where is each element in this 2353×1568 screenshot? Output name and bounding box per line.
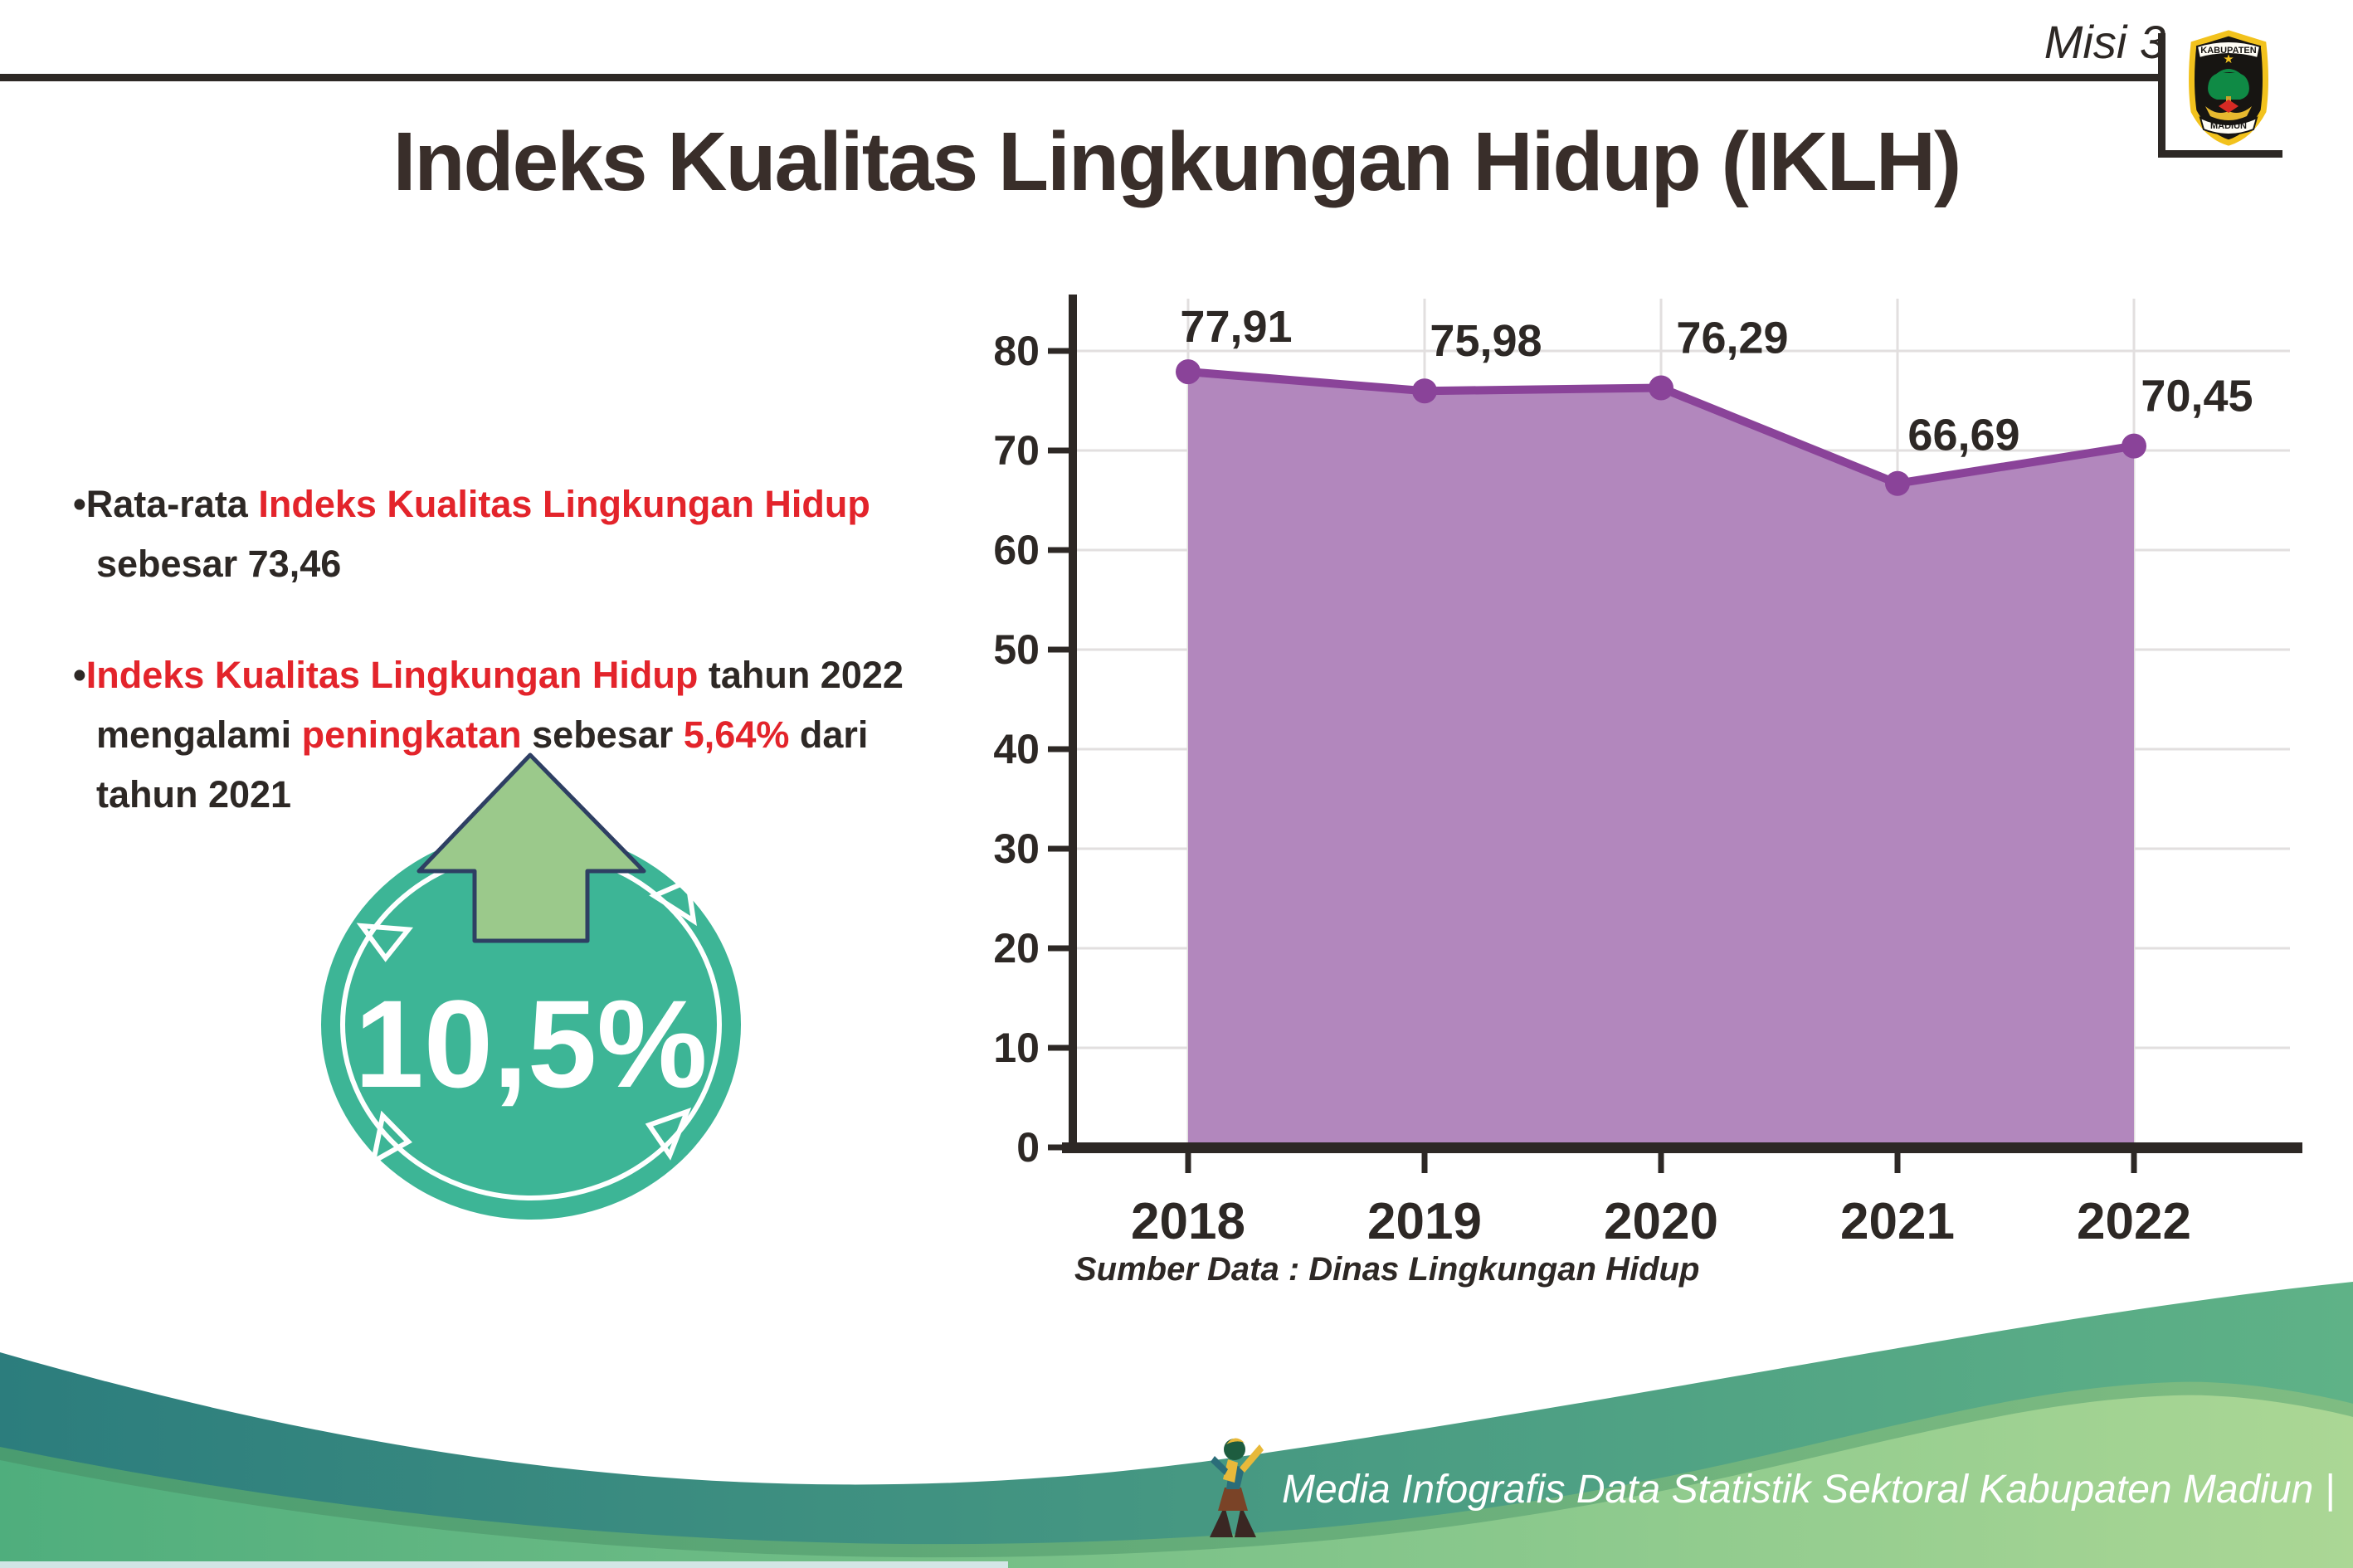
y-tick-label: 0 bbox=[1016, 1124, 1040, 1171]
y-tick-label: 40 bbox=[993, 726, 1040, 772]
data-point bbox=[1885, 470, 1910, 496]
x-tick bbox=[1894, 1153, 1901, 1173]
y-tick-label: 80 bbox=[993, 328, 1040, 374]
y-tick bbox=[1048, 845, 1073, 852]
crest-banner-top bbox=[2195, 41, 2262, 60]
mascot-icon bbox=[1210, 1438, 1264, 1537]
x-tick bbox=[1658, 1153, 1664, 1173]
crest-banner-bottom bbox=[2199, 116, 2258, 135]
y-tick-label: 50 bbox=[993, 626, 1040, 673]
up-arrow-icon bbox=[417, 752, 646, 943]
bottom-strip bbox=[0, 1561, 1008, 1568]
gridline-horizontal bbox=[1073, 349, 2290, 353]
text-segment: sebesar bbox=[521, 713, 684, 756]
insight-increase: •Indeks Kualitas Lingkungan Hidup tahun … bbox=[73, 645, 965, 825]
crest-ribbon bbox=[2219, 100, 2239, 113]
badge-percent: 10,5% bbox=[354, 974, 707, 1113]
chart-source: Sumber Data : Dinas Lingkungan Hidup bbox=[1074, 1251, 1700, 1288]
y-tick bbox=[1048, 547, 1073, 553]
y-tick bbox=[1048, 1045, 1073, 1051]
x-axis-line bbox=[1062, 1142, 2302, 1153]
y-tick bbox=[1048, 447, 1073, 454]
text-segment: sebesar 73,46 bbox=[96, 543, 342, 585]
x-tick-label: 2018 bbox=[1131, 1193, 1245, 1250]
crest-star: ★ bbox=[2223, 52, 2234, 66]
page-title: Indeks Kualitas Lingkungan Hidup (IKLH) bbox=[392, 115, 1962, 208]
x-tick-label: 2022 bbox=[2077, 1193, 2191, 1250]
x-tick bbox=[1185, 1153, 1191, 1173]
crest-tree-top bbox=[2214, 69, 2243, 76]
kabupaten-madiun-crest-icon: ★ KABUPATEN MADIUN bbox=[2189, 30, 2268, 146]
y-tick bbox=[1048, 945, 1073, 952]
data-point-label: 70,45 bbox=[2141, 372, 2253, 421]
data-point-label: 75,98 bbox=[1430, 316, 1542, 366]
crest-banner-bottom-text: MADIUN bbox=[2210, 121, 2247, 131]
text-segment: peningkatan bbox=[301, 713, 522, 756]
x-tick-label: 2020 bbox=[1604, 1193, 1718, 1250]
insight-average: •Rata-rata Indeks Kualitas Lingkungan Hi… bbox=[73, 475, 965, 594]
y-tick bbox=[1048, 1144, 1073, 1151]
y-tick-label: 30 bbox=[993, 825, 1040, 872]
data-point-label: 66,69 bbox=[1907, 411, 2019, 460]
y-tick bbox=[1048, 646, 1073, 653]
text-segment: Indeks Kualitas Lingkungan Hidup bbox=[85, 654, 699, 696]
y-axis-line bbox=[1069, 295, 1077, 1152]
y-tick-label: 60 bbox=[993, 527, 1040, 573]
logo-bracket-vertical bbox=[2158, 33, 2165, 158]
text-segment: • bbox=[73, 654, 86, 696]
badge-circle bbox=[321, 830, 741, 1220]
footer-caption: Media Infografis Data Statistik Sektoral… bbox=[1282, 1468, 2336, 1512]
logo-bracket-horizontal bbox=[2158, 150, 2282, 158]
text-segment: dari tahun 2021 bbox=[96, 713, 869, 816]
data-point bbox=[2122, 433, 2146, 459]
iklh-area-chart: 0 10 20 30 40 50 60 70 80 2018 2019 2020 2021 2022 77,… bbox=[993, 295, 2302, 1250]
data-point bbox=[1176, 359, 1201, 385]
text-segment: Indeks Kualitas Lingkungan Hidup bbox=[258, 483, 870, 525]
data-point bbox=[1649, 375, 1673, 401]
y-tick-label: 20 bbox=[993, 925, 1040, 971]
y-tick-label: 70 bbox=[993, 427, 1040, 474]
increase-badge: 10,5% bbox=[321, 752, 741, 1220]
x-tick-label: 2021 bbox=[1840, 1193, 1955, 1250]
crest-tree bbox=[2208, 72, 2249, 100]
wave-green bbox=[0, 1395, 2353, 1568]
text-segment: tahun 2022 mengalami bbox=[96, 654, 904, 756]
y-tick bbox=[1048, 746, 1073, 752]
x-tick bbox=[2131, 1153, 2137, 1173]
text-segment: •Rata-rata bbox=[73, 483, 259, 525]
data-point-label: 76,29 bbox=[1676, 314, 1788, 363]
header-rule bbox=[0, 74, 2161, 81]
data-point bbox=[1412, 378, 1437, 404]
area-fill bbox=[1188, 372, 2134, 1147]
x-tick-label: 2019 bbox=[1367, 1193, 1482, 1250]
text-segment: 5,64% bbox=[683, 713, 790, 756]
x-tick bbox=[1421, 1153, 1428, 1173]
misi-label: Misi 3 bbox=[2044, 16, 2165, 68]
y-tick-label: 10 bbox=[993, 1025, 1040, 1071]
insight-list: •Rata-rata Indeks Kualitas Lingkungan Hi… bbox=[73, 475, 965, 876]
crest-banner-top-text: KABUPATEN bbox=[2200, 46, 2256, 56]
footer-wave bbox=[0, 1282, 2353, 1568]
y-tick bbox=[1048, 348, 1073, 354]
crest-wings bbox=[2205, 106, 2252, 120]
data-point-label: 77,91 bbox=[1180, 302, 1292, 352]
